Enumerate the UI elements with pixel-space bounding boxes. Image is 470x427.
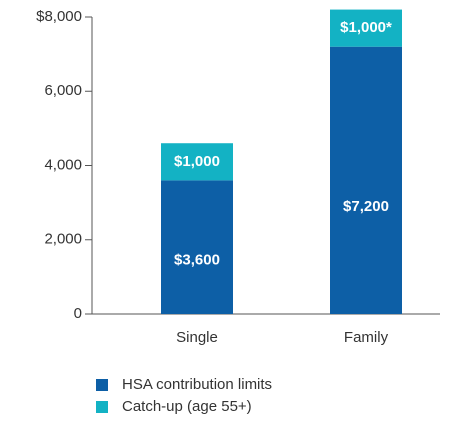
x-tick-label: Family — [344, 329, 389, 346]
y-tick-label: 2,000 — [44, 231, 82, 248]
x-tick-label: Single — [176, 329, 218, 346]
y-tick-label: $8,000 — [36, 8, 82, 25]
legend-label: HSA contribution limits — [122, 376, 272, 393]
legend-swatch — [96, 379, 108, 391]
bar-segment — [330, 9, 402, 47]
y-tick-label: 0 — [74, 305, 82, 322]
legend-label: Catch-up (age 55+) — [122, 398, 252, 415]
bar-segment — [330, 46, 402, 314]
value-label: $1,000* — [340, 19, 392, 36]
y-tick-label: 4,000 — [44, 156, 82, 173]
bar-segment — [161, 180, 233, 314]
bar-segment — [161, 143, 233, 181]
value-label: $1,000 — [174, 153, 220, 170]
value-label: $3,600 — [174, 252, 220, 269]
value-label: $7,200 — [343, 198, 389, 215]
y-tick-label: 6,000 — [44, 82, 82, 99]
legend-swatch — [96, 401, 108, 413]
